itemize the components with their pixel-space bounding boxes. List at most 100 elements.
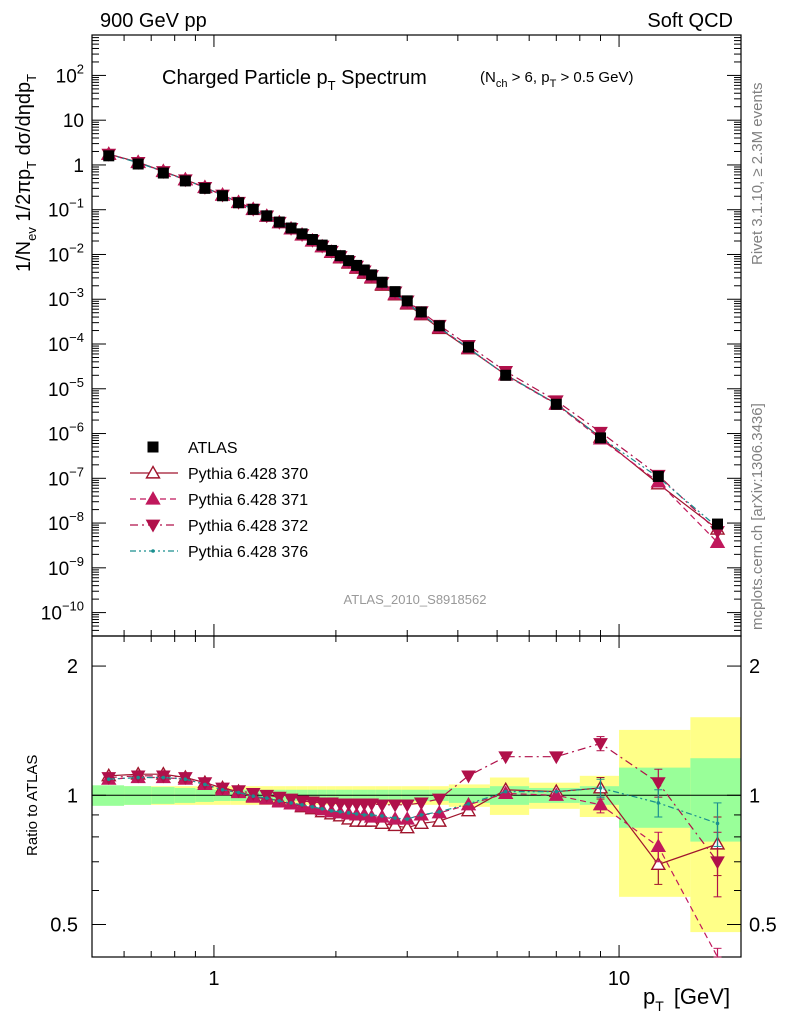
- data-point: [401, 295, 413, 307]
- data-point: [273, 216, 285, 228]
- legend-label: Pythia 6.428 376: [188, 544, 308, 561]
- data-point: [325, 244, 337, 256]
- data-point: [306, 234, 318, 246]
- legend-label: Pythia 6.428 372: [188, 518, 308, 535]
- y-tick-label: 1: [73, 156, 84, 177]
- subtitle-part-2: > 6, p: [507, 69, 549, 86]
- data-point: [389, 286, 401, 298]
- svg-text:Charged Particle pT Spectrum: Charged Particle pT Spectrum: [162, 67, 427, 93]
- data-point: [550, 398, 562, 410]
- ratio-point: [419, 813, 424, 817]
- data-point: [376, 276, 388, 288]
- ratio-point: [399, 799, 415, 813]
- ratio-point: [259, 789, 275, 803]
- data-point: [217, 190, 229, 202]
- ratio-point: [236, 790, 241, 795]
- ratio-point: [271, 791, 287, 805]
- ratio-point: [369, 813, 374, 817]
- ratio-series: [101, 736, 726, 958]
- ratio-point: [362, 813, 367, 817]
- y-tick-label: 10: [63, 111, 84, 132]
- y-tick-label: 10−2: [48, 240, 84, 266]
- ratio-point: [405, 817, 410, 821]
- rivet-version-label: Rivet 3.1.10, ≥ 2.3M events: [749, 83, 766, 266]
- y-tick-label: 10−7: [48, 464, 84, 490]
- ratio-point: [437, 810, 442, 814]
- data-point: [157, 167, 169, 179]
- ratio-point: [461, 770, 476, 784]
- ratio-point: [245, 788, 261, 801]
- x-label-main: p: [643, 984, 655, 1009]
- data-point: [316, 239, 328, 251]
- legend-label: Pythia 6.428 371: [188, 492, 308, 509]
- ratio-point: [289, 801, 293, 805]
- subtitle-part-3: T: [550, 78, 557, 90]
- subtitle-part-4: > 0.5 GeV): [556, 69, 633, 86]
- ratio-point: [283, 793, 299, 807]
- y-axis-label-main: 1/Nev 1/2πpT dσ/dηdpT: [13, 74, 39, 272]
- y-tick-label: 10−5: [48, 375, 84, 401]
- ratio-point: [656, 801, 661, 805]
- ratio-point: [548, 751, 564, 765]
- title-sub: T: [328, 78, 336, 93]
- y-tick-label: 10−4: [48, 330, 84, 356]
- title-main: Charged Particle p: [162, 67, 328, 89]
- svg-text:(Nch > 6, pT > 0.5 GeV): (Nch > 6, pT > 0.5 GeV): [480, 69, 633, 90]
- x-tick-label: 10: [608, 968, 630, 990]
- ratio-point: [354, 812, 359, 816]
- ratio-point: [387, 799, 403, 813]
- ratio-point: [320, 807, 324, 811]
- header-left: 900 GeV pp: [100, 10, 207, 32]
- legend: ATLAS Pythia 6.428 370 Pythia 6.428 371 Pyt…: [130, 440, 308, 561]
- ratio-point: [554, 789, 559, 794]
- ratio-y-tick-label: 1: [67, 785, 78, 807]
- ratio-point: [374, 815, 390, 829]
- ratio-point: [314, 797, 330, 811]
- y-axis-label-ratio: Ratio to ATLAS: [24, 755, 41, 856]
- mcplots-label: mcplots.cern.ch [arXiv:1306.3436]: [749, 403, 766, 630]
- svg-text:1/Nev 1/2πpT dσ/dηdpT: 1/Nev 1/2πpT dσ/dηdpT: [13, 74, 39, 272]
- y-tick-label: 10−8: [48, 509, 84, 535]
- header-right: Soft QCD: [647, 10, 733, 32]
- legend-label: Pythia 6.428 370: [188, 466, 308, 483]
- ratio-point: [251, 794, 256, 799]
- svg-text:pT[GeV]: pT [GeV]: [643, 984, 730, 1014]
- data-point: [595, 432, 607, 444]
- ratio-point: [106, 777, 111, 782]
- data-point: [261, 210, 273, 222]
- ratio-point: [466, 802, 471, 806]
- ratio-point: [277, 799, 282, 803]
- data-point: [179, 175, 191, 187]
- data-point: [296, 228, 308, 240]
- ratio-panel-frame: [91, 635, 742, 958]
- ratio-point: [387, 817, 403, 832]
- ratio-y-tick-label-right: 1: [749, 785, 760, 807]
- legend-marker: [151, 549, 155, 553]
- data-point: [712, 518, 724, 530]
- ratio-point: [380, 814, 384, 818]
- ratio-point: [220, 787, 225, 792]
- data-point: [343, 255, 355, 267]
- ratio-point: [413, 797, 429, 811]
- data-point: [415, 306, 427, 318]
- data-point: [366, 269, 378, 281]
- ratio-point: [300, 803, 304, 807]
- y-tick-label: 102: [56, 61, 84, 87]
- x-axis-label: pT [GeV]: [643, 984, 730, 1014]
- data-point: [285, 222, 297, 234]
- data-point: [233, 197, 245, 209]
- ratio-point: [592, 796, 609, 811]
- ratio-point: [183, 777, 188, 782]
- data-point: [199, 182, 211, 194]
- ratio-y-tick-label-right: 2: [749, 656, 760, 678]
- x-label-unit: [GeV]: [674, 984, 730, 1009]
- ratio-point: [203, 782, 207, 787]
- ratio-point: [310, 805, 315, 809]
- band-inner-bin: [690, 758, 741, 842]
- title-main2: Spectrum: [336, 67, 427, 89]
- ratio-point: [364, 798, 379, 812]
- ratio-point: [399, 819, 415, 834]
- main-series: [101, 146, 726, 548]
- analysis-tag: ATLAS_2010_S8918562: [344, 592, 487, 607]
